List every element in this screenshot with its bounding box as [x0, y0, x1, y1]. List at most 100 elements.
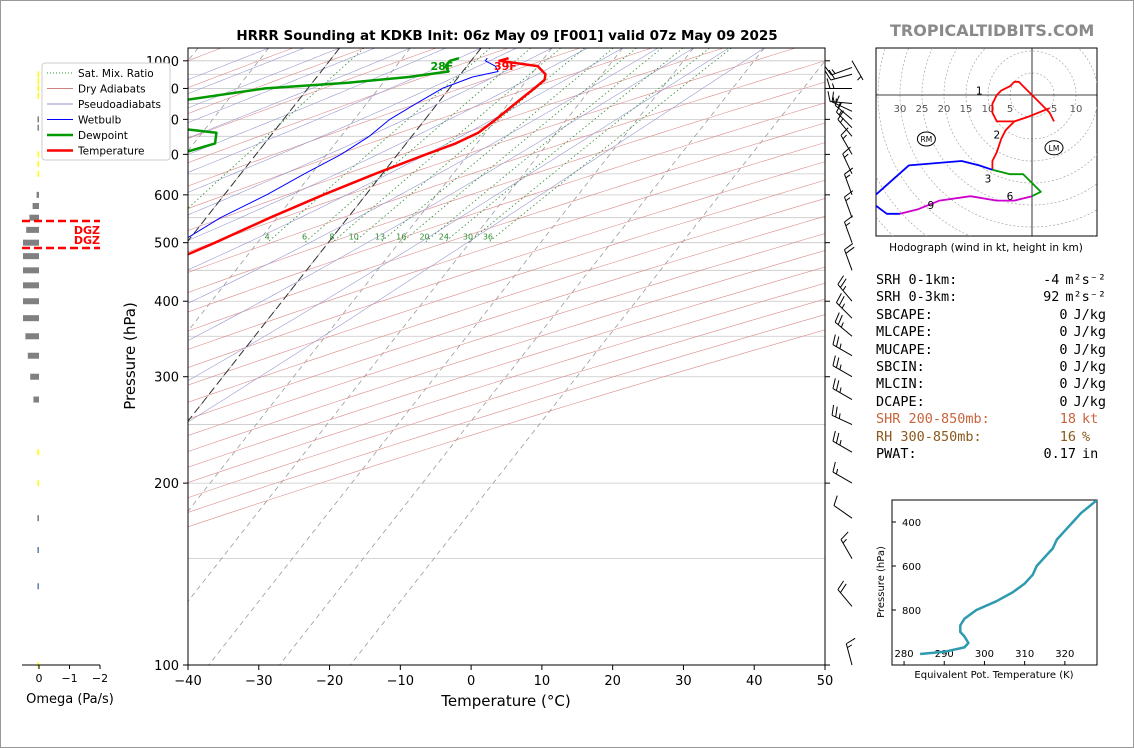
omega-bar	[37, 71, 39, 78]
dry-adiabat-line	[188, 314, 825, 513]
omega-bar	[37, 124, 39, 131]
isotherm-line	[349, 60, 825, 665]
dry-adiabat-line	[188, 48, 437, 139]
hodograph-height-label: 3	[985, 174, 992, 186]
stat-label: SRH 0-3km:	[876, 289, 958, 306]
wind-barb-half-flag	[839, 387, 842, 393]
stat-unit: m²s⁻²	[1065, 289, 1106, 306]
pseudoadiabat-line	[188, 48, 553, 216]
storm-motion-marker	[1044, 140, 1064, 156]
omega-bar	[23, 253, 39, 260]
wind-barb	[842, 146, 853, 175]
wind-barb-staff	[844, 221, 853, 243]
wind-barb	[844, 215, 854, 243]
stat-unit: kt	[1082, 411, 1099, 428]
mixing-ratio-line	[304, 48, 532, 244]
stat-row: RH 300-850mb: 16%	[876, 429, 1106, 446]
x-tick-label: −10	[387, 674, 414, 689]
wind-barb-staff	[832, 365, 853, 378]
y-tick-label: 100	[154, 659, 179, 674]
omega-bar	[37, 449, 39, 456]
wind-barb-flag	[838, 296, 845, 306]
wind-barb	[844, 167, 854, 196]
stat-row: SRH 0-3km: 92 m²s⁻²	[876, 289, 1106, 306]
legend: Sat. Mix. Ratio Dry Adiabats Pseudoadiabat…	[41, 62, 171, 161]
wind-barb-staff	[833, 505, 853, 519]
wind-barb-flag	[845, 246, 855, 254]
y-tick-label: 300	[154, 371, 179, 386]
stat-row: SRH 0-1km: -4 m²s⁻²	[876, 272, 1106, 289]
wind-barb-staff	[832, 440, 853, 453]
wind-barb-flag	[832, 430, 836, 442]
stat-label: MLCAPE:	[876, 324, 933, 341]
wind-barb-half-flag	[847, 644, 853, 649]
wind-barb-staff	[832, 388, 853, 400]
pseudoadiabat-line	[188, 48, 623, 271]
theta-e-x-tick-label: 280	[895, 649, 914, 660]
mixing-ratio-line	[487, 48, 732, 244]
wind-barb-half-flag	[845, 222, 851, 227]
surface-dewpoint-label: 28F	[430, 60, 453, 73]
theta-e-x-tick-label: 320	[1055, 649, 1074, 660]
omega-bar	[33, 396, 39, 403]
pseudoadiabat-line	[188, 48, 482, 173]
hodograph-ring-label: 30	[894, 104, 907, 115]
isotherm-line	[208, 48, 694, 665]
wind-barb-flag	[844, 243, 854, 251]
omega-bar	[37, 116, 39, 123]
stat-label: PWAT:	[876, 446, 917, 463]
wind-barbs	[824, 60, 864, 666]
stat-row: DCAPE: 0 J/kg	[876, 394, 1106, 411]
wind-barb-half-flag	[842, 134, 847, 140]
wind-barb-flag	[840, 278, 847, 288]
omega-bar	[23, 298, 39, 305]
legend-entry-label: Dewpoint	[78, 130, 128, 142]
stat-row: MUCAPE: 0 J/kg	[876, 342, 1106, 359]
wind-barb	[832, 378, 853, 400]
legend-entry-label: Temperature	[77, 146, 145, 158]
stat-value: 16	[1059, 428, 1076, 445]
omega-bar	[37, 85, 39, 92]
wind-barb-flag	[844, 167, 854, 175]
omega-bar	[37, 160, 39, 167]
wind-barb	[833, 495, 853, 519]
hodograph-clipped: 30 25 20 15 10 5 5 10 1 2 3 6 9 RM LM	[876, 48, 1097, 236]
wind-barb-staff	[834, 321, 853, 337]
stat-label: DCAPE:	[876, 393, 925, 410]
stat-row: SBCAPE: 0 J/kg	[876, 307, 1106, 324]
skewt-plot-border	[187, 47, 826, 666]
wind-barb	[827, 91, 853, 104]
omega-bar	[32, 203, 39, 210]
pseudoadiabat-line	[188, 48, 694, 341]
wind-barb-half-flag	[839, 440, 842, 446]
hodograph-height-label: 1	[976, 86, 983, 98]
stat-label: RH 300-850mb:	[876, 428, 982, 445]
stat-label: SHR 200-850mb:	[876, 411, 990, 428]
wind-barb	[824, 69, 853, 81]
wind-barb	[837, 275, 853, 302]
wind-barb-staff	[842, 153, 853, 175]
omega-bar	[37, 547, 39, 554]
wind-barb-flag	[837, 275, 845, 285]
pseudoadiabat-line	[188, 48, 588, 241]
mixing-ratio-line	[353, 48, 585, 244]
wind-barb-flag	[834, 312, 840, 323]
x-tick-label: −20	[316, 674, 343, 689]
wind-barb-flag	[835, 336, 840, 347]
dry-adiabat-line	[188, 142, 825, 350]
chart-title: HRRR Sounding at KDKB Init: 06z May 09 […	[236, 28, 777, 44]
hodograph-height-label: 9	[927, 200, 934, 212]
wind-barb-staff	[831, 414, 853, 426]
pseudoadiabat-line	[188, 48, 730, 381]
y-tick-label: 600	[154, 189, 179, 204]
pseudoadiabat-line	[188, 48, 376, 123]
wind-barb-flag	[840, 531, 849, 540]
y-tick-label: 500	[154, 237, 179, 252]
series-wetbulb-line	[188, 57, 499, 239]
theta-e-x-tick-label: 300	[975, 649, 994, 660]
mixing-ratio-label: 30	[463, 233, 473, 242]
hodograph-trace	[991, 120, 1016, 170]
wind-barb-half-flag	[838, 413, 841, 419]
hodograph-ring-label: 10	[982, 104, 995, 115]
dry-adiabat-line	[188, 298, 825, 498]
